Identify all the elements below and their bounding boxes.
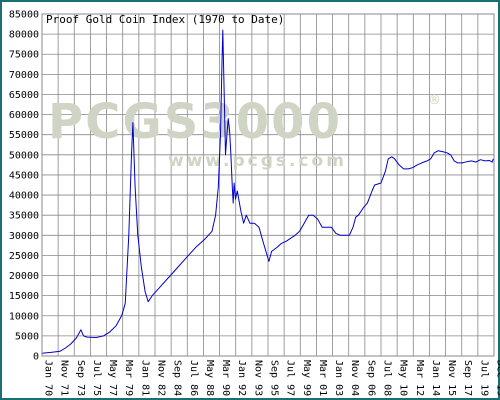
pcgs-watermark: PCGS3000 ® www.pcgs.com bbox=[48, 93, 441, 171]
y-tick-label: 40000 bbox=[9, 191, 39, 202]
y-tick-label: 65000 bbox=[9, 90, 39, 101]
x-tick-label: May 88 bbox=[204, 360, 215, 396]
y-tick-label: 15000 bbox=[9, 291, 39, 302]
x-tick-label: Nov 71 bbox=[59, 360, 70, 396]
plot-area-border bbox=[41, 13, 495, 357]
x-tick-label: Jul 08 bbox=[382, 360, 393, 396]
proof-gold-index-line bbox=[41, 29, 494, 354]
x-tick-label: Sep 95 bbox=[269, 360, 280, 396]
y-tick-label: 85000 bbox=[9, 10, 39, 21]
y-tick-label: 25000 bbox=[9, 251, 39, 262]
x-tick-label: Sep 17 bbox=[462, 360, 473, 396]
x-tick-label: Jul 86 bbox=[188, 360, 199, 396]
axis-labels: 0 5000 10000 15000 20000 25000 30000 35000 40000… bbox=[9, 10, 500, 397]
x-tick-label: Sep 06 bbox=[365, 360, 376, 396]
y-tick-label: 30000 bbox=[9, 231, 39, 242]
x-tick-label: Mar 79 bbox=[123, 360, 134, 396]
y-tick-label: 20000 bbox=[9, 271, 39, 282]
y-tick-label: 35000 bbox=[9, 211, 39, 222]
x-tick-label: Jul 75 bbox=[91, 360, 102, 396]
x-tick-label: Sep 84 bbox=[172, 360, 183, 396]
x-tick-label: Jan 03 bbox=[333, 360, 344, 396]
series-layer bbox=[41, 29, 494, 354]
x-tick-label: May 10 bbox=[398, 360, 409, 396]
y-tick-label: 75000 bbox=[9, 50, 39, 61]
x-tick-label: Nov 82 bbox=[156, 360, 167, 396]
x-tick-label: May 99 bbox=[301, 360, 312, 396]
y-tick-label: 45000 bbox=[9, 170, 39, 181]
y-tick-label: 60000 bbox=[9, 110, 39, 121]
x-tick-label: Jan 14 bbox=[430, 360, 441, 396]
x-tick-label: Mar 01 bbox=[317, 360, 328, 396]
x-tick-label: Jul 97 bbox=[285, 360, 296, 396]
x-tick-label: Jan 81 bbox=[139, 360, 150, 396]
x-tick-label: Dec 19 bbox=[495, 360, 500, 396]
y-tick-label: 50000 bbox=[9, 150, 39, 161]
x-tick-label: Nov 15 bbox=[446, 360, 457, 396]
watermark-logo: PCGS3000 bbox=[48, 94, 342, 150]
watermark-registered-mark: ® bbox=[428, 93, 441, 108]
y-tick-label: 80000 bbox=[9, 30, 39, 41]
x-tick-label: Jan 70 bbox=[43, 360, 54, 396]
x-tick-label: Mar 12 bbox=[414, 360, 425, 396]
watermark-url: www.pcgs.com bbox=[168, 151, 347, 171]
x-tick-label: May 77 bbox=[107, 360, 118, 396]
x-tick-label: Mar 90 bbox=[220, 360, 231, 396]
y-tick-label: 10000 bbox=[9, 311, 39, 322]
x-tick-label: Nov 93 bbox=[252, 360, 263, 396]
y-tick-label: 5000 bbox=[15, 331, 39, 342]
x-tick-label: Sep 73 bbox=[75, 360, 86, 396]
x-tick-label: Jan 92 bbox=[236, 360, 247, 396]
y-tick-label: 0 bbox=[33, 352, 39, 363]
y-tick-label: 70000 bbox=[9, 70, 39, 81]
x-tick-label: Nov 04 bbox=[349, 360, 360, 396]
y-tick-label: 55000 bbox=[9, 130, 39, 141]
chart-title: Proof Gold Coin Index (1970 to Date) bbox=[46, 13, 284, 26]
x-tick-label: Jul 19 bbox=[478, 360, 489, 396]
